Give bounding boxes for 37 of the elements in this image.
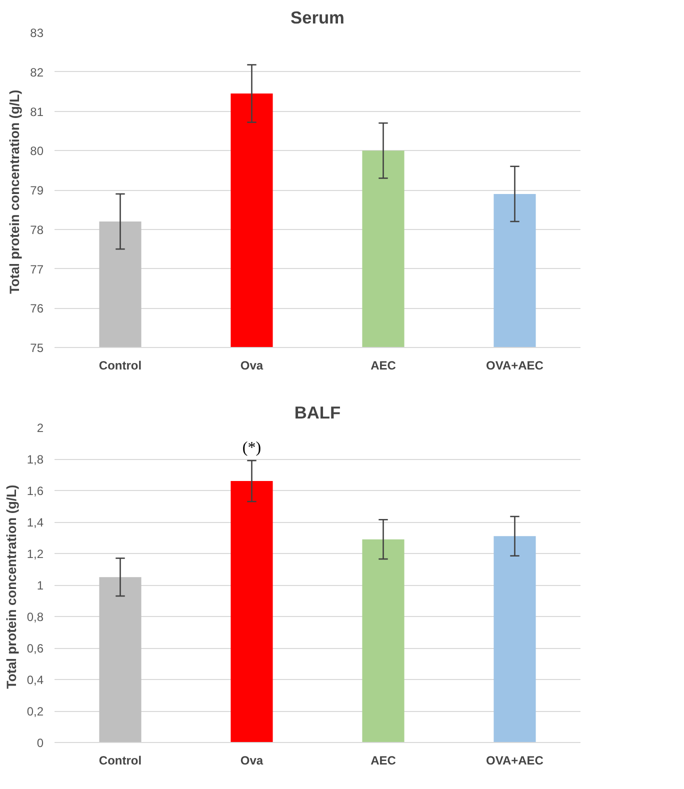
y-tick-label: 81 (30, 104, 44, 119)
y-tick-label: 76 (30, 302, 44, 316)
y-tick-label: 80 (30, 144, 44, 158)
y-tick-label: 0,6 (26, 642, 44, 656)
y-tick-label: 0,2 (26, 704, 44, 718)
y-tick-label: 82 (30, 65, 44, 80)
x-tick-label: AEC (370, 754, 396, 768)
y-tick-label: 1,2 (26, 547, 44, 561)
bar (230, 481, 273, 742)
bar (99, 577, 142, 742)
y-tick-label: 77 (30, 262, 44, 276)
y-tick-label: 1 (36, 578, 44, 592)
x-tick-label: Ova (240, 358, 264, 372)
y-tick-label: 79 (30, 184, 44, 198)
y-tick-label: 1,8 (26, 452, 44, 466)
y-axis-title: Total protein concentration (g/L) (7, 90, 22, 294)
y-tick-label: 0,8 (26, 610, 44, 624)
x-tick-label: OVA+AEC (486, 754, 544, 768)
x-tick-label: OVA+AEC (486, 358, 544, 372)
x-tick-label: AEC (370, 358, 396, 372)
x-tick-label: Control (98, 358, 142, 372)
y-tick-label: 83 (30, 26, 44, 40)
y-tick-label: 78 (30, 222, 44, 237)
y-tick-label: 1,4 (26, 516, 44, 530)
x-tick-label: Control (98, 754, 142, 768)
y-axis-title: Total protein concentration (g/L) (4, 484, 19, 689)
bar (362, 539, 404, 742)
y-tick-label: 1,6 (26, 484, 44, 498)
chart-title: Serum (290, 8, 344, 28)
y-tick-label: 75 (30, 341, 44, 355)
y-tick-label: 0,4 (26, 673, 44, 687)
chart-title: BALF (294, 402, 341, 422)
bar (494, 536, 536, 742)
x-tick-label: Ova (240, 754, 264, 768)
annotation: (*) (242, 440, 262, 457)
y-tick-label: 0 (36, 736, 44, 750)
y-tick-label: 2 (36, 421, 44, 435)
